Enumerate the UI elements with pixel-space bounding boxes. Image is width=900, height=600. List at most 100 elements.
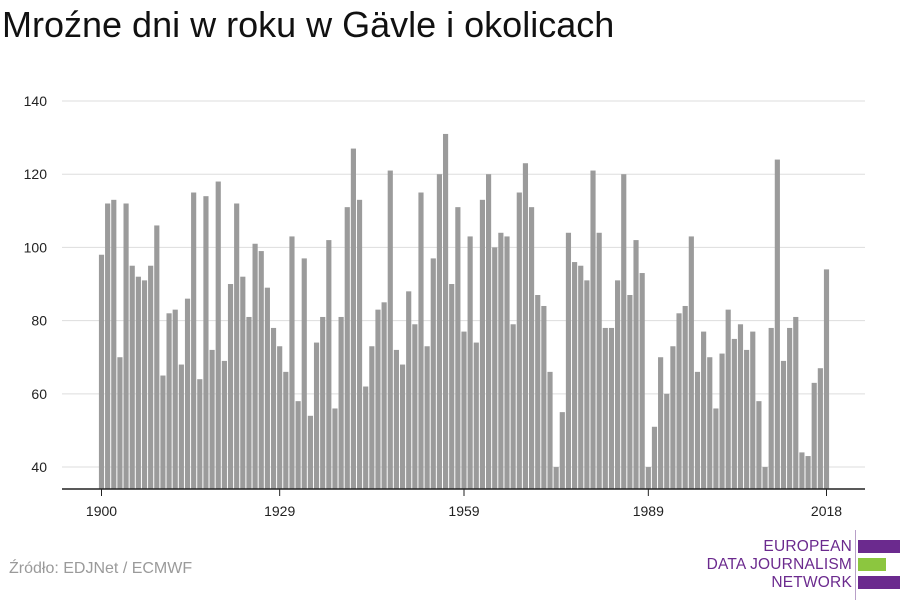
bar-2018 [823, 269, 830, 489]
bar-2004 [737, 324, 744, 489]
bar-1907 [141, 280, 148, 489]
logo-bar-top [858, 540, 900, 553]
source-note: Źródło: EDJNet / ECMWF [9, 560, 193, 577]
bar-1964 [492, 247, 498, 489]
bar-1970 [529, 207, 535, 489]
bar-2005 [744, 349, 750, 489]
y-tick-label: 120 [24, 166, 48, 182]
bar-1975 [559, 412, 565, 489]
bar-1989 [645, 467, 651, 489]
logo-divider [855, 530, 856, 600]
bar-1903 [117, 357, 123, 489]
bar-1947 [387, 170, 393, 490]
bar-1934 [307, 415, 313, 489]
bar-1959 [461, 331, 467, 489]
bar-1956 [442, 133, 449, 489]
logo-bar-middle [858, 558, 886, 571]
bar-1961 [473, 342, 479, 489]
bar-1981 [596, 232, 602, 489]
bar-1939 [338, 316, 344, 489]
bar-1937 [326, 240, 332, 489]
x-tick-label: 1989 [633, 503, 664, 519]
logo-bar-bottom [858, 576, 900, 589]
bar-1993 [670, 346, 676, 489]
bar-1972 [541, 305, 547, 489]
bar-1991 [658, 357, 664, 489]
bar-1994 [676, 313, 682, 489]
bar-1999 [707, 357, 713, 489]
bar-1922 [234, 203, 240, 490]
bar-2006 [750, 331, 756, 489]
bar-1933 [301, 258, 307, 489]
bar-1990 [651, 426, 658, 489]
x-tick-label: 1900 [86, 503, 117, 519]
x-tick-label: 2018 [811, 503, 842, 519]
bar-1923 [240, 276, 246, 489]
bar-1950 [406, 291, 412, 489]
bar-1963 [486, 174, 492, 489]
bar-1917 [203, 196, 209, 490]
y-tick-label: 60 [31, 386, 47, 402]
bar-1914 [184, 298, 191, 489]
x-axis-ticks: 1900 1929 1959 1989 2018 [86, 489, 842, 519]
bar-1983 [608, 327, 615, 489]
bar-1962 [479, 199, 486, 489]
bar-1980 [590, 170, 596, 490]
bar-1998 [701, 331, 707, 489]
bar-1955 [436, 174, 442, 489]
bar-1906 [135, 276, 141, 489]
bar-1921 [227, 284, 234, 489]
bar-1943 [363, 386, 369, 489]
bar-1969 [522, 163, 529, 490]
bar-1942 [356, 199, 363, 489]
edjnet-logo[interactable]: EUROPEAN DATA JOURNALISM NETWORK [700, 530, 900, 600]
bar-1948 [393, 349, 399, 489]
bar-1966 [504, 236, 510, 489]
bar-1915 [191, 192, 197, 489]
bar-2016 [811, 382, 817, 489]
bar-1976 [565, 232, 572, 489]
bar-1968 [516, 192, 522, 489]
bar-1918 [209, 349, 215, 489]
bar-2010 [774, 159, 780, 489]
bar-1913 [178, 364, 184, 489]
bar-1986 [627, 295, 633, 489]
y-tick-label: 40 [31, 459, 47, 475]
bar-2003 [731, 338, 737, 489]
bar-1953 [424, 346, 430, 489]
logo-text-line-3: NETWORK [771, 574, 852, 591]
y-tick-label: 80 [31, 313, 47, 329]
bar-1924 [246, 316, 252, 489]
bar-1997 [694, 371, 701, 489]
bar-1982 [602, 327, 608, 489]
bar-1944 [369, 346, 375, 489]
bar-1973 [547, 371, 553, 489]
bar-1951 [412, 324, 418, 489]
bar-2008 [762, 467, 768, 489]
bar-1992 [664, 393, 670, 489]
bar-1967 [510, 324, 516, 489]
x-tick-label: 1929 [264, 503, 295, 519]
bar-1945 [375, 309, 381, 489]
bar-1911 [166, 313, 172, 489]
bar-1932 [295, 401, 301, 489]
bar-1946 [381, 302, 387, 489]
bar-2014 [799, 452, 805, 489]
bar-1987 [633, 240, 639, 489]
y-axis-ticks: 40 60 80 100 120 140 [24, 93, 48, 475]
bar-1905 [129, 265, 135, 489]
bar-1925 [252, 243, 258, 489]
logo-text-line-1: EUROPEAN [763, 538, 852, 555]
bar-1926 [258, 251, 264, 489]
bar-1971 [535, 295, 541, 489]
bar-2011 [780, 360, 787, 489]
bars [98, 133, 830, 490]
bar-1936 [320, 316, 326, 489]
bar-2012 [787, 327, 793, 489]
bar-1985 [621, 174, 627, 489]
bar-1912 [172, 309, 178, 489]
bar-1995 [682, 305, 688, 489]
bar-1996 [688, 236, 694, 489]
bar-1928 [270, 327, 277, 489]
